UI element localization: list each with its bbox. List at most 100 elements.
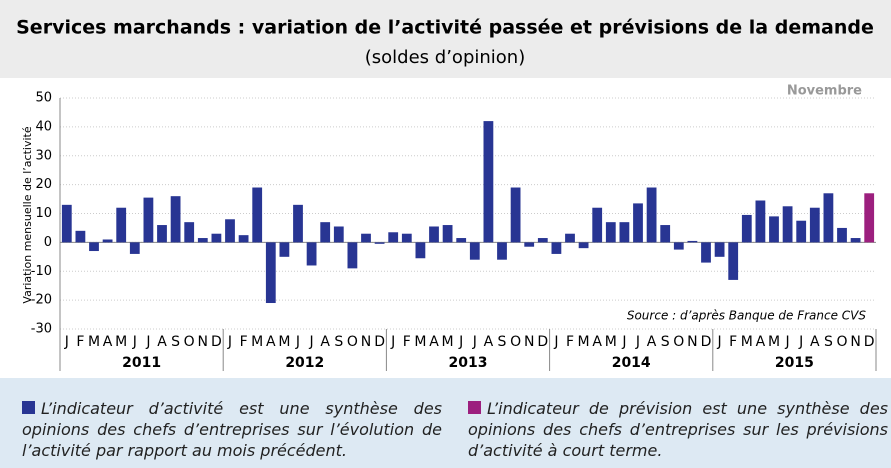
y-tick-label: 50 (35, 91, 52, 106)
bar (633, 203, 643, 243)
y-tick-label: -10 (31, 264, 52, 279)
x-tick-label: N (361, 334, 371, 350)
bar (374, 242, 385, 244)
x-tick-label: J (390, 334, 395, 350)
bar (429, 226, 439, 243)
x-tick-label: M (578, 334, 590, 350)
bar (578, 242, 589, 249)
bar (605, 222, 616, 243)
year-label: 2015 (775, 355, 814, 371)
x-tick-label: J (621, 334, 626, 350)
x-tick-label: A (592, 334, 602, 350)
y-tick-label: -20 (31, 293, 52, 308)
x-tick-label: J (798, 334, 803, 350)
bar (170, 196, 181, 243)
x-tick-label: M (278, 334, 290, 350)
bar (75, 230, 86, 243)
bar (864, 193, 875, 243)
x-tick-label: M (605, 334, 617, 350)
x-tick-label: N (687, 334, 697, 350)
x-tick-label: M (251, 334, 263, 350)
x-tick-label: J (785, 334, 790, 350)
x-tick-label: O (510, 334, 521, 350)
x-tick-label: N (524, 334, 534, 350)
bar (755, 200, 766, 243)
bar (265, 242, 276, 304)
bar (796, 220, 807, 243)
legend-item: L’indicateur d’activité est une synthèse… (22, 398, 442, 461)
bar (102, 239, 113, 243)
x-tick-label: J (227, 334, 232, 350)
bar (782, 206, 793, 243)
x-tick-label: J (458, 334, 463, 350)
bar (809, 207, 820, 243)
bar (238, 235, 249, 243)
bar (701, 242, 711, 263)
y-tick-label: 0 (44, 235, 52, 250)
bar (592, 207, 603, 243)
legend-swatch (22, 401, 35, 414)
bar (415, 242, 426, 259)
bar (184, 222, 195, 243)
bar (197, 238, 208, 243)
x-tick-label: M (768, 334, 780, 350)
bar (279, 242, 290, 257)
y-tick-label: 10 (35, 206, 52, 221)
year-label: 2011 (122, 355, 161, 371)
bar (61, 204, 72, 243)
bar (483, 121, 494, 243)
x-tick-label: J (553, 334, 558, 350)
x-tick-label: M (115, 334, 127, 350)
x-tick-label: D (864, 334, 875, 350)
x-tick-label: A (320, 334, 330, 350)
bar (714, 242, 725, 257)
bar (143, 197, 154, 243)
bar (211, 233, 222, 243)
x-tick-label: S (661, 334, 670, 350)
x-tick-label: A (810, 334, 820, 350)
legend-text: L’indicateur d’activité est une synthèse… (22, 399, 442, 460)
bar (116, 207, 127, 243)
y-tick-label: 40 (35, 119, 52, 134)
x-tick-label: S (498, 334, 507, 350)
bar (673, 242, 684, 250)
bar (524, 242, 535, 247)
bar (442, 225, 453, 243)
bar (619, 222, 630, 243)
y-tick-label: -30 (31, 322, 52, 337)
legend-item: L’indicateur de prévision est une synthè… (468, 398, 888, 461)
year-label: 2013 (449, 355, 488, 371)
bar (741, 214, 752, 243)
x-tick-label: N (850, 334, 860, 350)
legend-band (0, 378, 891, 468)
y-tick-label: 30 (35, 148, 52, 163)
bar (129, 242, 140, 254)
annotation: Novembre (787, 84, 862, 99)
bar (252, 187, 263, 243)
x-tick-label: A (429, 334, 439, 350)
x-tick-label: A (103, 334, 113, 350)
x-tick-label: J (309, 334, 314, 350)
x-tick-label: F (566, 334, 574, 350)
bar (769, 216, 779, 243)
x-tick-label: S (334, 334, 343, 350)
bar (823, 193, 834, 243)
bar (320, 222, 331, 243)
x-tick-label: A (157, 334, 167, 350)
bar (510, 187, 521, 243)
bar (306, 242, 317, 266)
x-tick-label: S (171, 334, 180, 350)
x-tick-label: S (824, 334, 833, 350)
x-tick-label: D (537, 334, 548, 350)
x-tick-label: M (442, 334, 454, 350)
x-tick-label: F (729, 334, 737, 350)
x-tick-label: D (211, 334, 222, 350)
x-tick-label: J (64, 334, 69, 350)
y-axis-label: Variation mensuelle de l’activité (21, 126, 34, 303)
x-tick-label: O (673, 334, 684, 350)
x-tick-label: O (184, 334, 195, 350)
bar (388, 232, 399, 243)
bar (646, 187, 657, 243)
source: Source : d’après Banque de France CVS (627, 309, 867, 323)
x-tick-label: J (132, 334, 137, 350)
